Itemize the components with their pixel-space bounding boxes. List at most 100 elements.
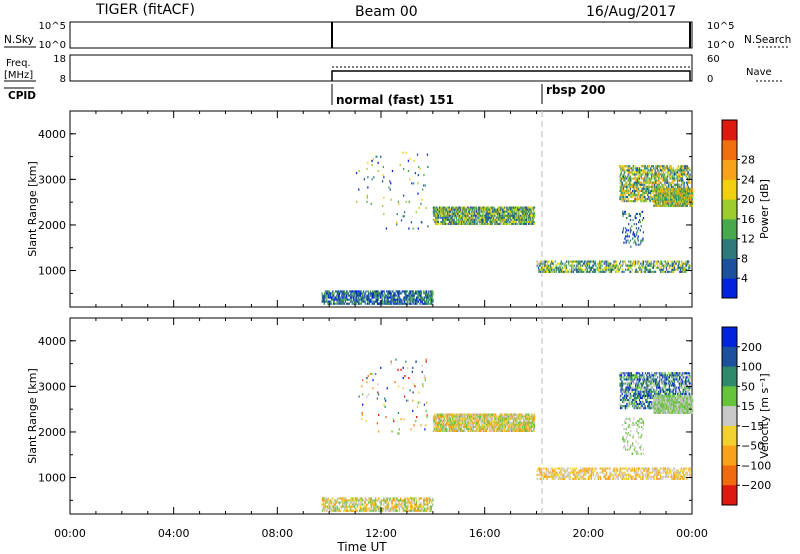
velocity-cell [352, 499, 354, 502]
velocity-cell [351, 499, 353, 502]
power-cell [418, 206, 420, 209]
power-cell [626, 233, 629, 236]
power-cell [517, 208, 519, 211]
power-cell [429, 300, 432, 303]
power-cell [557, 268, 559, 271]
power-cell [622, 187, 624, 190]
power-cell [627, 187, 629, 190]
power-cell [547, 268, 549, 271]
power-cell [568, 262, 570, 265]
power-cell [451, 216, 453, 219]
power-cell [533, 206, 536, 209]
power-cell [524, 208, 526, 211]
power-cell [397, 300, 399, 303]
power-cell [503, 206, 505, 209]
power-cell [369, 290, 372, 293]
power-cell [658, 185, 660, 188]
power-cell [626, 187, 628, 190]
power-cell [409, 296, 411, 299]
power-cell [483, 216, 486, 219]
velocity-cell [393, 497, 395, 500]
power-cell [568, 264, 570, 267]
power-cell [550, 262, 552, 265]
noise-ytick-bottom-right: 10^0 [707, 40, 734, 51]
power-cell [397, 298, 399, 301]
power-cell [660, 171, 663, 174]
power-cell [355, 172, 358, 175]
power-cell [625, 165, 628, 168]
power-cell [681, 266, 683, 269]
power-cell [546, 268, 548, 271]
power-cell [661, 268, 663, 271]
power-cell [641, 169, 643, 172]
velocity-cell [353, 503, 356, 506]
power-cell [452, 218, 454, 221]
power-cell [340, 298, 342, 301]
power-cell [638, 198, 640, 201]
power-cell [463, 220, 465, 223]
power-cell [637, 191, 639, 194]
power-cell [579, 262, 581, 265]
power-cell [406, 300, 408, 303]
power-cell [661, 270, 663, 273]
power-cell [515, 208, 517, 211]
power-cell [620, 173, 622, 176]
velocity-cell [358, 501, 360, 504]
power-cell [606, 266, 608, 269]
power-cell [626, 268, 629, 271]
power-cell [651, 183, 653, 186]
power-cell [624, 189, 626, 192]
power-cell [406, 290, 409, 293]
power-cell [662, 204, 664, 207]
power-cell [434, 212, 436, 215]
power-cell [511, 212, 514, 215]
power-cell [632, 231, 635, 234]
power-cell [681, 264, 683, 267]
power-cell [529, 206, 531, 209]
power-cell [503, 212, 505, 215]
power-cell [692, 190, 694, 193]
power-cell [411, 298, 413, 301]
velocity-cell [396, 505, 398, 508]
velocity-cell [370, 501, 372, 504]
power-cell [672, 264, 674, 267]
power-cell [322, 298, 324, 301]
power-cell [683, 270, 686, 273]
power-cell [621, 200, 623, 203]
velocity-cell [387, 505, 389, 508]
power-cell [687, 171, 689, 174]
power-cell [409, 294, 411, 297]
power-cell [460, 206, 462, 209]
power-cell [663, 202, 665, 205]
power-cell [625, 171, 627, 174]
power-cell [488, 218, 490, 221]
velocity-cell [359, 499, 362, 502]
velocity-cell [386, 499, 388, 502]
power-cell [645, 266, 648, 269]
power-cell [632, 183, 634, 186]
power-cell [330, 298, 333, 301]
power-cell [638, 219, 641, 222]
power-cell [498, 216, 501, 219]
power-cell [410, 300, 412, 303]
power-cell [629, 239, 632, 242]
power-cell [689, 192, 691, 195]
power-cell [622, 194, 624, 197]
power-cell [519, 210, 521, 213]
noise-ytick-bottom-left: 10^0 [39, 40, 66, 51]
velocity-cell [398, 507, 400, 510]
power-cell [518, 212, 521, 215]
power-cell [642, 171, 644, 174]
power-cell [593, 270, 595, 273]
power-cell [514, 206, 517, 209]
power-cell [654, 183, 657, 186]
power-cell [467, 208, 470, 211]
power-cell [663, 200, 666, 203]
power-cell [386, 296, 388, 299]
velocity-cell [343, 509, 345, 512]
power-cell [524, 218, 527, 221]
power-cell [660, 262, 662, 265]
velocity-cell [386, 503, 388, 506]
power-cell [390, 198, 392, 201]
velocity-cell [373, 501, 375, 504]
